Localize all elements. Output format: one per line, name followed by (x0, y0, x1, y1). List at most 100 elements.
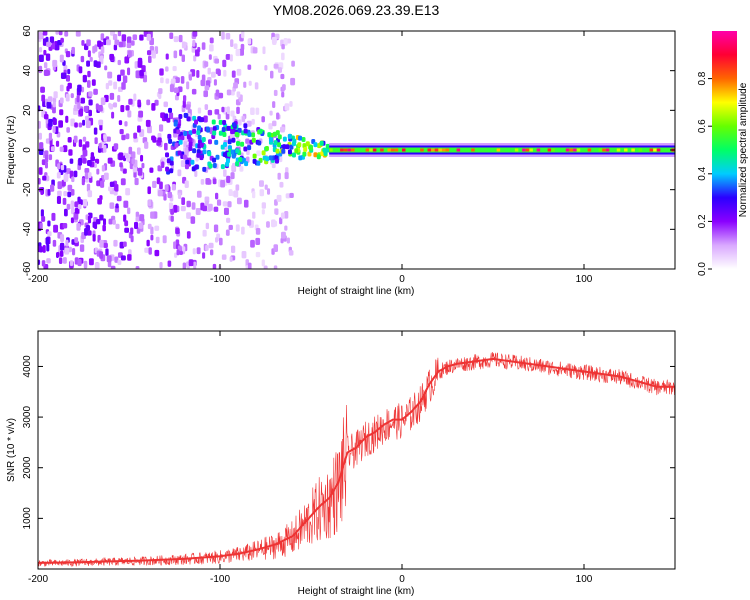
spectrogram-cell (87, 215, 92, 224)
spectrogram-cell (227, 201, 232, 208)
spectrogram-cell (239, 166, 244, 172)
spectrogram-cell (274, 158, 279, 164)
spectrogram-cell (215, 237, 219, 243)
spectrogram-cell (128, 98, 133, 105)
spectrogram-cell (272, 120, 277, 127)
spectrogram-cell (125, 187, 131, 196)
spectrogram-cell (123, 200, 129, 208)
spectrogram-cell (38, 246, 43, 253)
spectrogram-cell (252, 47, 258, 54)
spectrogram-cell (109, 53, 115, 61)
spectrogram-cell (190, 216, 196, 224)
spectrogram-cell (124, 56, 130, 64)
spectrogram-cell (208, 203, 213, 211)
spectrogram-cell (53, 91, 58, 99)
spectrogram-cell (148, 55, 152, 63)
spectrogram-cell (62, 223, 68, 229)
spectrogram-cell (147, 125, 152, 134)
spectrogram-cell (227, 145, 232, 151)
spectrogram-cell (186, 212, 191, 219)
spectrogram-cell (173, 50, 178, 59)
spectrogram-cell (52, 125, 56, 133)
spectrogram-cell (57, 190, 62, 197)
spectrogram-cell (59, 84, 64, 92)
spectrogram-cell (82, 157, 87, 164)
spectrogram-cell (229, 54, 233, 62)
spectrogram-cell (199, 155, 204, 161)
spectrogram-cell (158, 124, 164, 132)
spectrogram-cell (263, 265, 268, 269)
spectrogram-cell (279, 217, 283, 225)
snr-x-axis-label: Height of straight line (km) (298, 586, 415, 597)
spectrogram-y-tick-label: 20 (22, 104, 33, 116)
spectrogram-cell (277, 142, 282, 148)
spectrogram-cell (269, 110, 273, 116)
spectrogram-cell (252, 153, 257, 159)
spectrogram-cell (445, 148, 450, 152)
spectrogram-cell (152, 180, 157, 188)
colorbar-tick-label: 0.0 (697, 262, 708, 276)
spectrogram-cell (195, 207, 201, 216)
spectrogram-cell (303, 146, 308, 152)
spectrogram-cell (268, 123, 273, 130)
spectrogram-cell (277, 67, 283, 73)
spectrogram-cell (171, 183, 176, 191)
spectrogram-cell (55, 31, 59, 35)
spectrogram-cell (173, 241, 177, 250)
spectrogram-cell (144, 141, 149, 149)
spectrogram-cell (112, 219, 116, 225)
spectrogram-cell (71, 46, 75, 55)
spectrogram-cell (222, 152, 227, 158)
spectrogram-cell (225, 229, 230, 236)
spectrogram-cell (59, 54, 64, 63)
spectrogram-cell (137, 167, 143, 176)
spectrogram-cell (157, 165, 163, 172)
spectrogram-cell (46, 258, 51, 264)
spectrogram-cell (213, 79, 217, 86)
spectrogram-cell (514, 148, 519, 152)
spectrogram-cell (130, 227, 134, 235)
spectrogram-cell (87, 70, 91, 78)
spectrogram-cell (209, 249, 214, 256)
spectrogram-cell (78, 199, 83, 206)
spectrogram-cell (74, 237, 79, 244)
spectrogram-cell (121, 34, 127, 42)
spectrogram-cell (70, 93, 74, 99)
spectrogram-cell (261, 202, 266, 209)
spectrogram-cell (230, 172, 235, 180)
spectrogram-cell (81, 177, 85, 186)
spectrogram-cell (272, 220, 278, 227)
spectrogram-cell (340, 148, 344, 152)
spectrogram-cell (188, 74, 192, 81)
spectrogram-cell (148, 199, 152, 207)
spectrogram-cell (175, 77, 180, 84)
spectrogram-cell (154, 225, 160, 231)
spectrogram-cell (117, 259, 122, 265)
spectrogram-cell (202, 166, 207, 172)
spectrogram-cell (229, 256, 233, 262)
spectrogram-cell (136, 227, 141, 234)
spectrogram-cell (282, 144, 287, 150)
spectrogram-cell (87, 50, 91, 58)
spectrogram-cell (196, 70, 200, 78)
spectrogram-cell (48, 132, 53, 141)
spectrogram-cell (161, 161, 165, 168)
spectrogram-cell (82, 119, 86, 126)
spectrogram-cell (113, 239, 118, 247)
colorbar-tick-label: 0.4 (697, 166, 708, 180)
spectrogram-cell (165, 78, 170, 84)
spectrogram-cell (186, 116, 191, 122)
spectrogram-cell (100, 33, 105, 41)
spectrogram-cell (109, 181, 115, 187)
spectrogram-cell (117, 74, 122, 82)
spectrogram-cell (159, 181, 163, 190)
spectrogram-cell (298, 155, 303, 161)
spectrogram-cell (78, 139, 83, 148)
spectrogram-cell (177, 86, 183, 93)
spectrogram-cell (280, 231, 286, 239)
spectrogram-cell (239, 48, 244, 56)
spectrogram-cell (240, 141, 245, 147)
spectrogram-cell (86, 183, 91, 192)
spectrogram-cell (115, 203, 119, 209)
spectrogram-cell (188, 130, 193, 136)
